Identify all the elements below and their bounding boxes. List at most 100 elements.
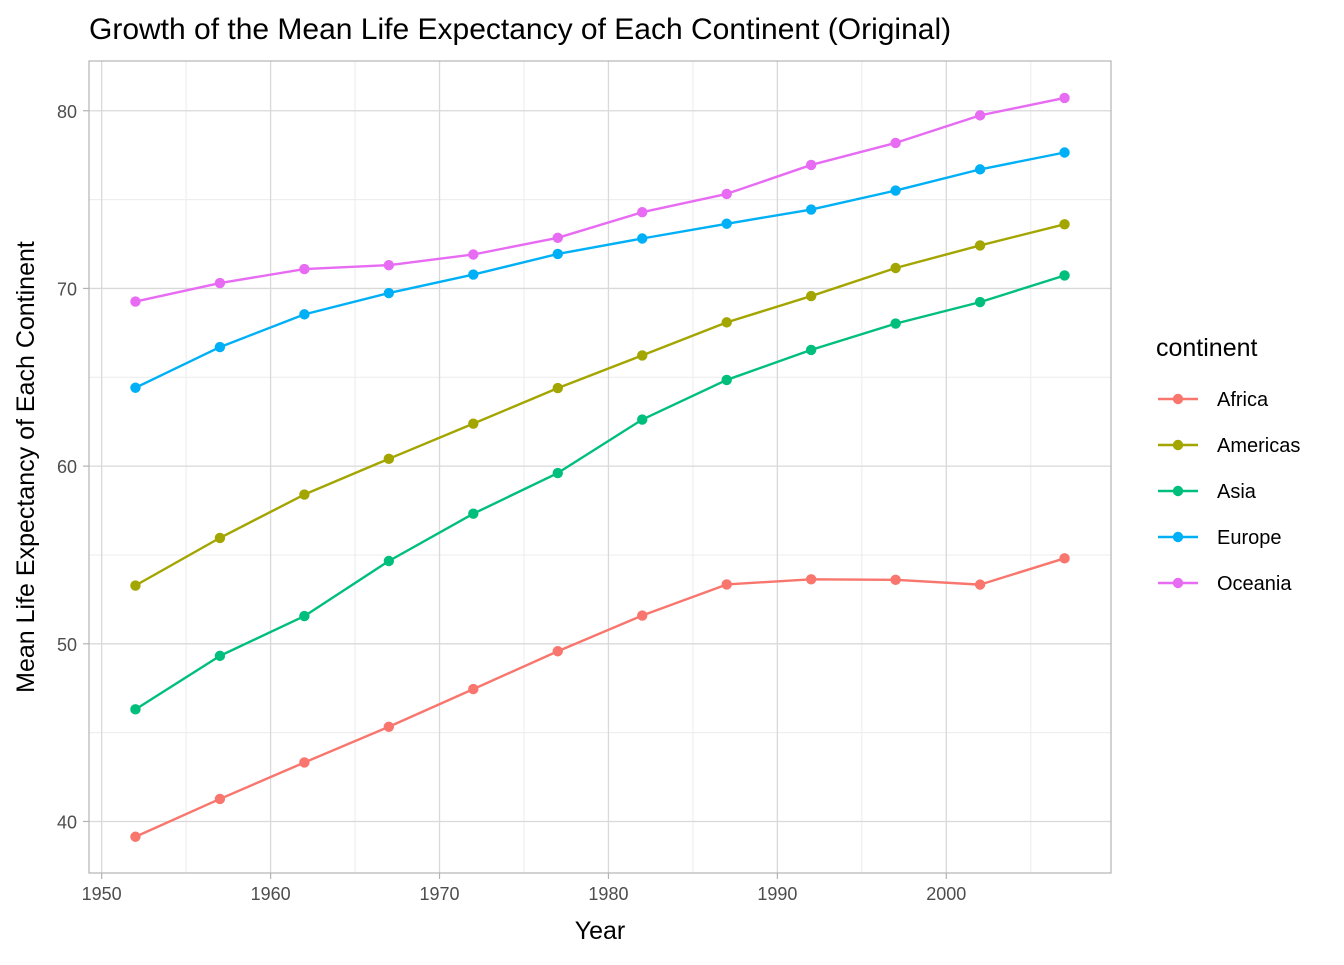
series-americas bbox=[130, 219, 1070, 591]
legend-key-point bbox=[1172, 485, 1184, 497]
legend-key-point bbox=[1172, 577, 1184, 589]
data-point-africa bbox=[468, 683, 479, 695]
data-point-europe bbox=[974, 164, 986, 175]
plot-panel-border bbox=[88, 60, 1112, 874]
data-point-oceania bbox=[1059, 92, 1070, 104]
legend-label: Americas bbox=[1217, 435, 1300, 457]
data-point-africa bbox=[130, 831, 141, 842]
data-point-europe bbox=[1059, 147, 1070, 158]
data-point-africa bbox=[383, 721, 395, 732]
data-point-americas bbox=[383, 453, 395, 465]
x-tick-label: 1970 bbox=[419, 884, 459, 904]
y-tick-label: 70 bbox=[57, 279, 77, 299]
data-point-europe bbox=[637, 233, 648, 244]
legend-item-asia: Asia bbox=[1158, 481, 1257, 503]
data-point-europe bbox=[805, 204, 817, 215]
data-point-africa bbox=[299, 757, 310, 768]
x-axis-ticks: 1950 1960 1970 1980 1990 2000 bbox=[82, 873, 966, 904]
series-line-oceania bbox=[134, 96, 1066, 303]
y-tick-label: 80 bbox=[57, 102, 77, 122]
data-point-americas bbox=[805, 290, 817, 302]
data-point-africa bbox=[890, 574, 901, 586]
data-point-asia bbox=[468, 508, 479, 519]
series-line-asia bbox=[134, 274, 1066, 711]
data-point-oceania bbox=[468, 249, 479, 260]
legend-item-europe: Europe bbox=[1158, 527, 1282, 549]
y-axis-ticks: 40 50 60 70 80 bbox=[57, 102, 89, 832]
data-point-africa bbox=[637, 610, 648, 621]
data-point-africa bbox=[552, 646, 563, 657]
data-point-asia bbox=[130, 704, 141, 715]
data-point-americas bbox=[890, 262, 901, 274]
series-europe bbox=[130, 147, 1070, 393]
legend-key-point bbox=[1172, 439, 1184, 451]
data-point-oceania bbox=[299, 263, 310, 275]
legend-label: Europe bbox=[1217, 527, 1282, 549]
chart-title: Growth of the Mean Life Expectancy of Ea… bbox=[89, 13, 951, 46]
data-point-europe bbox=[383, 287, 395, 299]
data-point-europe bbox=[214, 341, 226, 353]
series-line-americas bbox=[134, 223, 1066, 587]
legend-item-oceania: Oceania bbox=[1158, 573, 1292, 595]
data-point-asia bbox=[721, 374, 732, 386]
data-point-asia bbox=[890, 318, 901, 329]
data-point-asia bbox=[214, 650, 226, 662]
legend-item-africa: Africa bbox=[1158, 389, 1269, 411]
data-point-americas bbox=[1059, 219, 1070, 230]
legend-label: Asia bbox=[1217, 481, 1257, 503]
data-point-africa bbox=[214, 793, 226, 805]
data-point-asia bbox=[637, 414, 648, 425]
x-axis-title: Year bbox=[575, 917, 626, 945]
data-point-americas bbox=[214, 532, 226, 544]
data-point-oceania bbox=[637, 207, 648, 218]
legend: continent Africa Americas Asia Europe Oceani… bbox=[1156, 334, 1300, 595]
data-point-asia bbox=[383, 555, 395, 567]
series-layer bbox=[130, 92, 1070, 842]
data-point-africa bbox=[721, 579, 732, 590]
data-point-europe bbox=[130, 382, 141, 393]
data-point-americas bbox=[552, 382, 563, 394]
data-point-americas bbox=[637, 350, 648, 361]
data-point-oceania bbox=[383, 259, 395, 271]
data-point-americas bbox=[974, 240, 986, 251]
y-tick-label: 50 bbox=[57, 635, 77, 655]
x-tick-label: 1950 bbox=[82, 884, 122, 904]
legend-item-americas: Americas bbox=[1158, 435, 1300, 457]
data-point-americas bbox=[468, 418, 479, 429]
data-point-europe bbox=[552, 248, 563, 260]
data-point-asia bbox=[805, 344, 817, 356]
series-africa bbox=[130, 553, 1070, 842]
y-axis-title: Mean Life Expectancy of Each Continent bbox=[12, 241, 40, 693]
series-line-europe bbox=[134, 151, 1066, 389]
series-asia bbox=[130, 270, 1070, 715]
data-point-europe bbox=[299, 309, 310, 320]
data-point-oceania bbox=[974, 110, 986, 121]
data-point-europe bbox=[721, 218, 732, 229]
data-point-oceania bbox=[805, 159, 817, 171]
data-point-asia bbox=[552, 467, 563, 479]
data-point-asia bbox=[1059, 270, 1070, 281]
data-point-americas bbox=[130, 580, 141, 591]
data-point-oceania bbox=[130, 296, 141, 307]
data-point-asia bbox=[299, 610, 310, 622]
data-point-oceania bbox=[214, 277, 226, 289]
data-point-americas bbox=[299, 489, 310, 500]
legend-key-point bbox=[1172, 531, 1184, 543]
legend-key-point bbox=[1172, 393, 1184, 405]
data-point-oceania bbox=[890, 137, 901, 149]
series-line-africa bbox=[134, 557, 1066, 838]
y-tick-label: 40 bbox=[57, 812, 77, 832]
y-tick-label: 60 bbox=[57, 457, 77, 477]
series-oceania bbox=[130, 92, 1070, 307]
x-tick-label: 1990 bbox=[757, 884, 797, 904]
x-tick-label: 1960 bbox=[251, 884, 291, 904]
data-point-oceania bbox=[552, 232, 563, 243]
data-point-africa bbox=[974, 579, 986, 590]
grid-layer bbox=[89, 61, 1111, 873]
data-point-europe bbox=[890, 185, 901, 196]
data-point-oceania bbox=[721, 188, 732, 200]
x-tick-label: 2000 bbox=[926, 884, 966, 904]
data-point-africa bbox=[805, 574, 817, 585]
